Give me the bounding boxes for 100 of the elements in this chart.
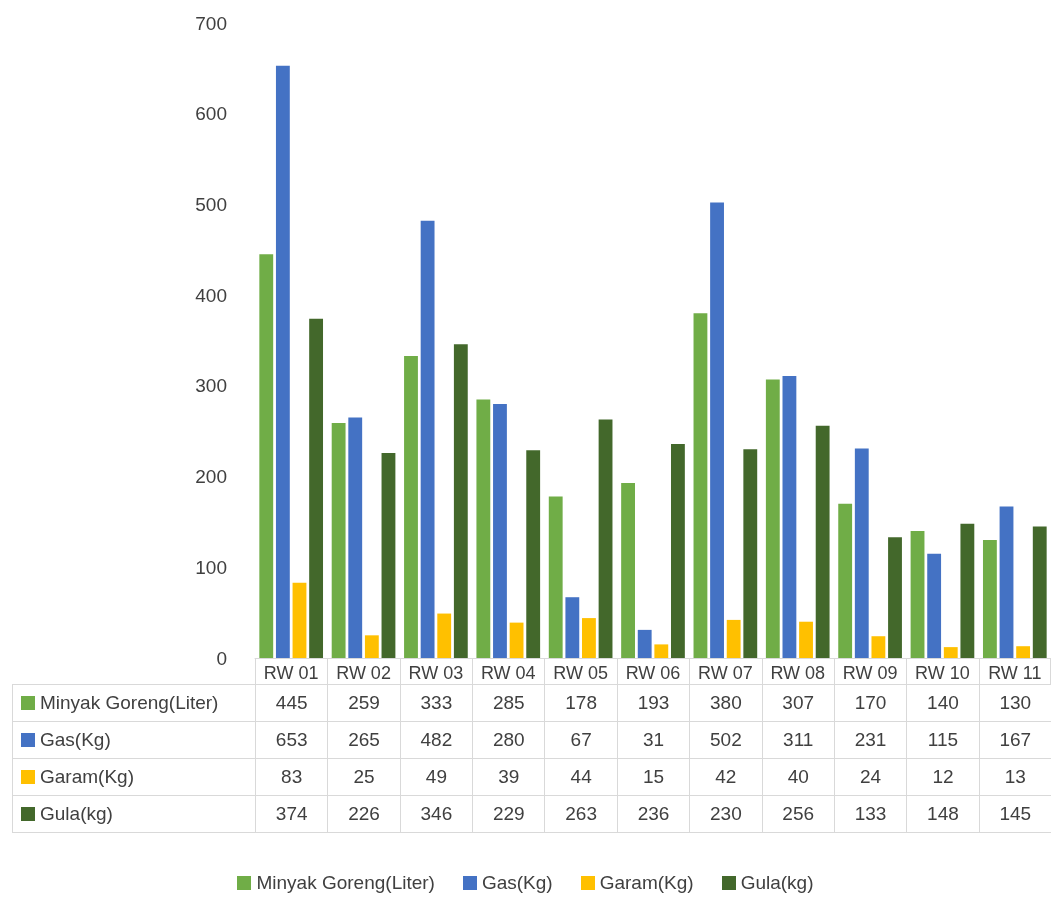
legend-label: Garam(Kg) bbox=[40, 766, 134, 788]
data-label: 13 bbox=[978, 758, 1051, 796]
data-label: 83 bbox=[255, 758, 329, 796]
data-label: 346 bbox=[399, 795, 474, 833]
bar bbox=[565, 597, 580, 658]
bar bbox=[275, 65, 290, 658]
bar bbox=[259, 254, 274, 658]
data-label: 15 bbox=[616, 758, 691, 796]
y-tick-label: 200 bbox=[195, 466, 227, 488]
y-tick-label: 400 bbox=[195, 284, 227, 306]
bar bbox=[1016, 646, 1031, 658]
x-tick-label: RW 09 bbox=[842, 663, 898, 683]
bar bbox=[292, 582, 307, 658]
data-label: 130 bbox=[978, 684, 1051, 722]
bar bbox=[765, 379, 780, 658]
data-label: 115 bbox=[906, 721, 980, 759]
data-label: 170 bbox=[833, 684, 908, 722]
data-label: 256 bbox=[761, 795, 835, 833]
data-label: 193 bbox=[616, 684, 691, 722]
x-tick-label: RW 10 bbox=[915, 663, 970, 683]
text: Gas(Kg) bbox=[481, 872, 553, 893]
data-label: 44 bbox=[544, 758, 618, 796]
x-tick-label: RW 06 bbox=[625, 663, 681, 683]
data-label: 42 bbox=[689, 758, 763, 796]
bar bbox=[782, 375, 797, 658]
data-label: 25 bbox=[327, 758, 401, 796]
bar bbox=[888, 537, 902, 658]
bar bbox=[838, 503, 853, 658]
bar bbox=[693, 313, 708, 658]
data-label: 482 bbox=[399, 721, 474, 759]
x-tick-label: RW 01 bbox=[263, 663, 319, 683]
data-label: 280 bbox=[472, 721, 546, 759]
bar bbox=[548, 496, 563, 658]
bar bbox=[453, 344, 468, 658]
bar bbox=[420, 220, 435, 658]
bar bbox=[493, 404, 507, 658]
data-label: 231 bbox=[833, 721, 908, 759]
bar bbox=[654, 644, 669, 658]
data-label: 445 bbox=[255, 684, 329, 722]
y-tick-label: 300 bbox=[195, 375, 227, 397]
data-label: 133 bbox=[833, 795, 908, 833]
data-label: 140 bbox=[906, 684, 980, 722]
bar bbox=[348, 417, 363, 658]
y-tick-label: 700 bbox=[195, 12, 227, 34]
data-label: 39 bbox=[472, 758, 546, 796]
bar bbox=[621, 482, 635, 658]
data-label: 263 bbox=[544, 795, 618, 833]
bar bbox=[309, 318, 324, 658]
data-label: 230 bbox=[689, 795, 763, 833]
x-tick-label: RW 03 bbox=[408, 663, 464, 683]
text: Gula(kg) bbox=[40, 803, 113, 824]
data-label: 12 bbox=[906, 758, 980, 796]
bar bbox=[982, 540, 997, 658]
data-label: 178 bbox=[544, 684, 618, 722]
bar bbox=[509, 622, 524, 658]
y-tick-label: 0 bbox=[216, 647, 227, 669]
bar bbox=[637, 629, 652, 658]
x-tick-label: RW 05 bbox=[553, 663, 608, 683]
data-label: 24 bbox=[833, 758, 908, 796]
bar bbox=[381, 452, 396, 658]
data-label: 49 bbox=[399, 758, 474, 796]
bar bbox=[927, 553, 942, 658]
y-tick-label: 100 bbox=[195, 556, 227, 578]
x-tick-label: RW 07 bbox=[698, 663, 753, 683]
data-label: 148 bbox=[906, 795, 980, 833]
data-label: 229 bbox=[472, 795, 546, 833]
y-tick-label: 600 bbox=[195, 103, 227, 125]
data-label: 380 bbox=[689, 684, 763, 722]
bar bbox=[671, 443, 685, 658]
bar bbox=[910, 531, 925, 658]
bar bbox=[726, 619, 741, 658]
bar bbox=[799, 621, 813, 658]
data-label: 167 bbox=[978, 721, 1051, 759]
bar bbox=[1032, 526, 1047, 658]
bar bbox=[526, 450, 541, 658]
data-label: 236 bbox=[616, 795, 691, 833]
x-tick-label: RW 04 bbox=[480, 663, 536, 683]
bar bbox=[331, 423, 346, 658]
data-label: 265 bbox=[327, 721, 401, 759]
bar bbox=[871, 636, 886, 658]
bar bbox=[364, 635, 379, 658]
data-label: 502 bbox=[689, 721, 763, 759]
data-label: 333 bbox=[399, 684, 474, 722]
text: Garam(Kg) bbox=[599, 872, 694, 893]
bar bbox=[743, 449, 758, 658]
data-label: 285 bbox=[472, 684, 546, 722]
bar bbox=[476, 399, 491, 658]
bar bbox=[960, 523, 975, 658]
legend-label: Minyak Goreng(Liter) bbox=[40, 692, 219, 714]
data-label: 307 bbox=[761, 684, 835, 722]
legend-label: Gas(Kg) bbox=[40, 729, 111, 751]
data-label: 31 bbox=[616, 721, 691, 759]
data-label: 653 bbox=[255, 721, 329, 759]
data-label: 311 bbox=[761, 721, 835, 759]
bar bbox=[437, 613, 452, 658]
y-tick-label: 500 bbox=[195, 193, 227, 215]
x-tick-label: RW 11 bbox=[988, 663, 1042, 683]
bar bbox=[598, 419, 613, 658]
bar bbox=[582, 618, 596, 658]
data-label: 374 bbox=[255, 795, 329, 833]
